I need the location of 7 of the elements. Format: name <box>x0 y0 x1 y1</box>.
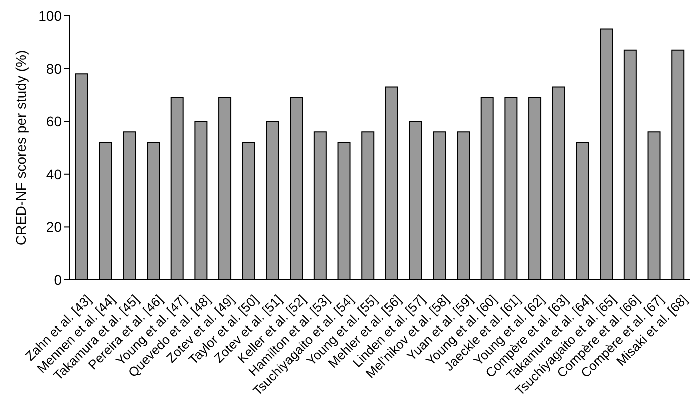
y-tick-label: 0 <box>54 272 62 288</box>
y-tick-label: 100 <box>38 8 62 24</box>
y-tick-label: 40 <box>46 166 62 182</box>
y-tick-label: 20 <box>46 219 62 236</box>
y-tick-label: 80 <box>46 60 62 77</box>
y-tick-label: 60 <box>46 114 62 130</box>
y-axis-title: CRED-NF scores per study (%) <box>12 50 29 246</box>
